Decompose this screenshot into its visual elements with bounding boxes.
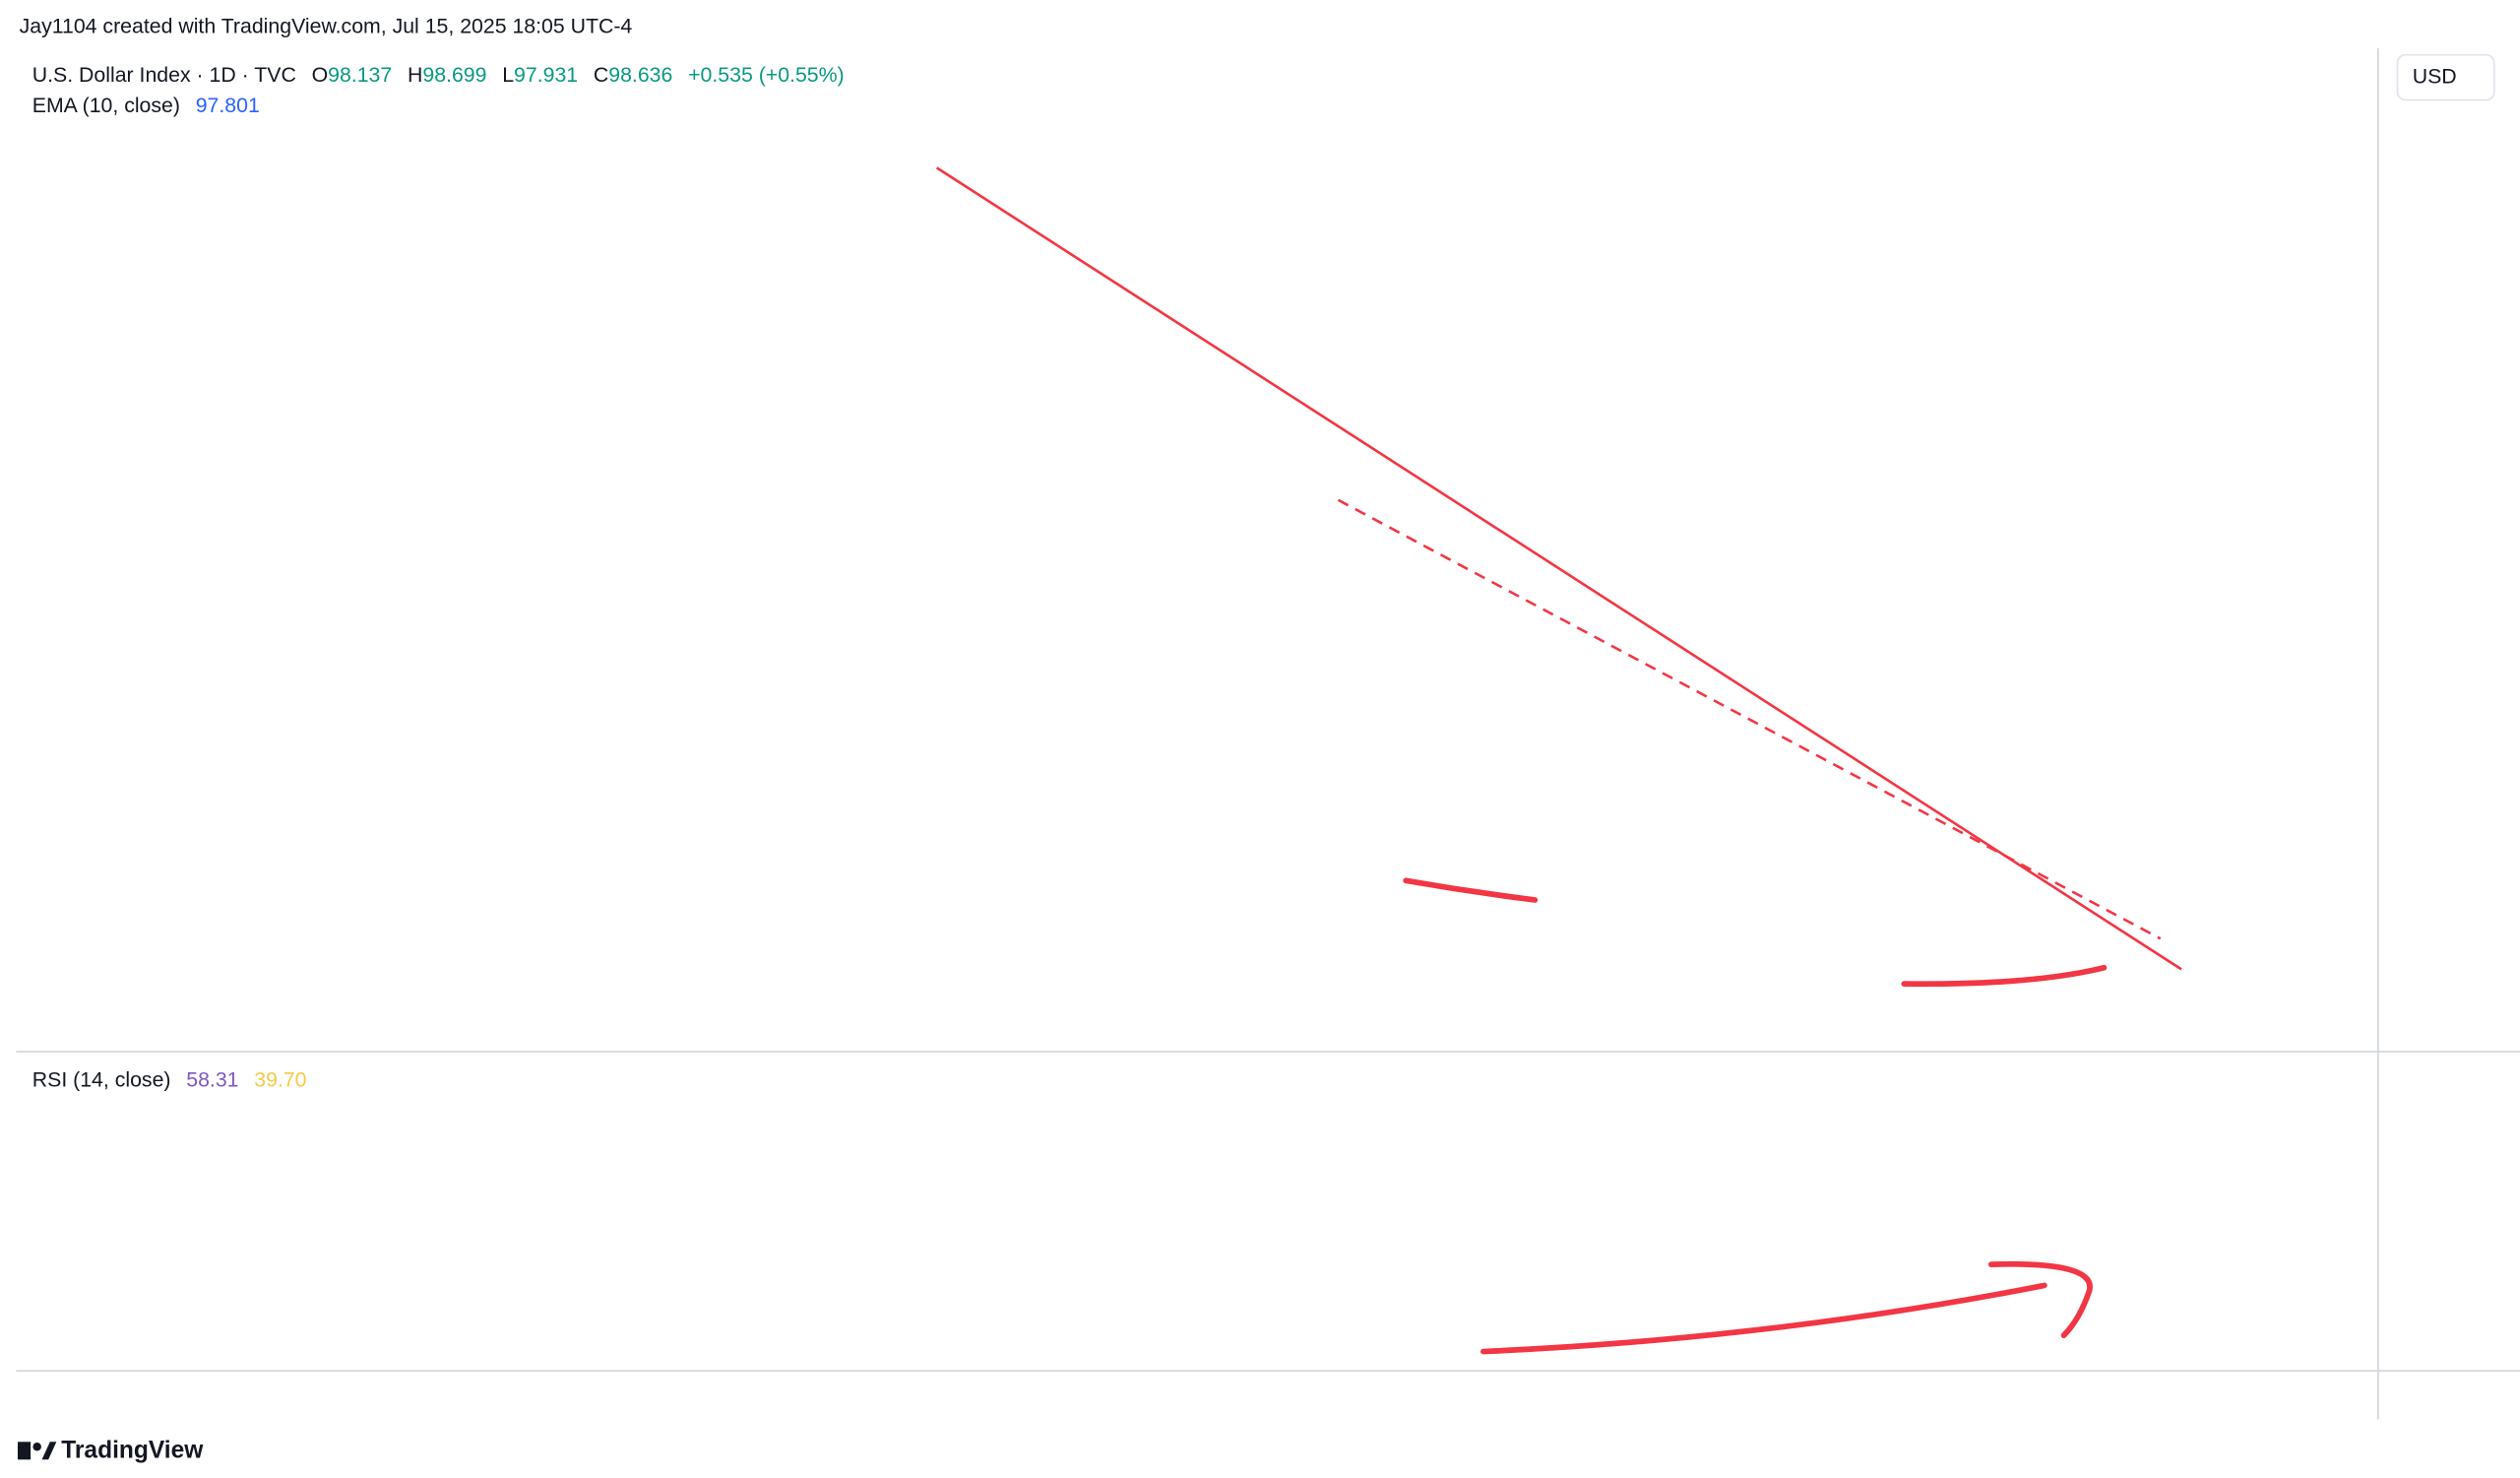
ema-value: 97.801 [196,94,260,117]
annotation-stroke [1480,1282,2048,1355]
rsi-legend: RSI (14, close) 58.31 39.70 [32,1067,307,1091]
ohlc-key: C [594,63,608,87]
trendline-dashed [1337,498,2162,940]
currency[interactable]: USD [2413,64,2457,88]
trendline [935,166,2182,971]
ohlc-key: H [408,63,422,87]
annotation-stroke [1987,1260,2093,1339]
symbol-legend: U.S. Dollar Index · 1D · TVC O98.137 H98… [32,63,845,87]
rsi-label: RSI (14, close) [32,1067,171,1091]
logo [18,1442,57,1460]
ema-label: EMA (10, close) [32,94,180,117]
ohlc-key: O [312,63,329,87]
ohlc-value: 98.699 [422,63,486,87]
change: +0.535 (+0.55%) [688,63,845,87]
ohlc-value: 98.636 [608,63,672,87]
rsi-value: 58.31 [186,1067,238,1091]
annotation-stroke [1403,877,1539,903]
ohlc-value: 98.137 [328,63,392,87]
currency-button[interactable] [2396,53,2495,101]
ohlc-key: L [502,63,514,87]
credit: Jay1104 created with TradingView.com, Ju… [20,14,633,37]
annotation-stroke [1901,964,2108,988]
rsi-ma-value: 39.70 [254,1067,306,1091]
ohlc-value: 97.931 [514,63,578,87]
footer-brand: TradingView [61,1438,204,1464]
symbol: U.S. Dollar Index · 1D · TVC [32,63,296,87]
ema-legend: EMA (10, close) 97.801 [32,94,260,117]
